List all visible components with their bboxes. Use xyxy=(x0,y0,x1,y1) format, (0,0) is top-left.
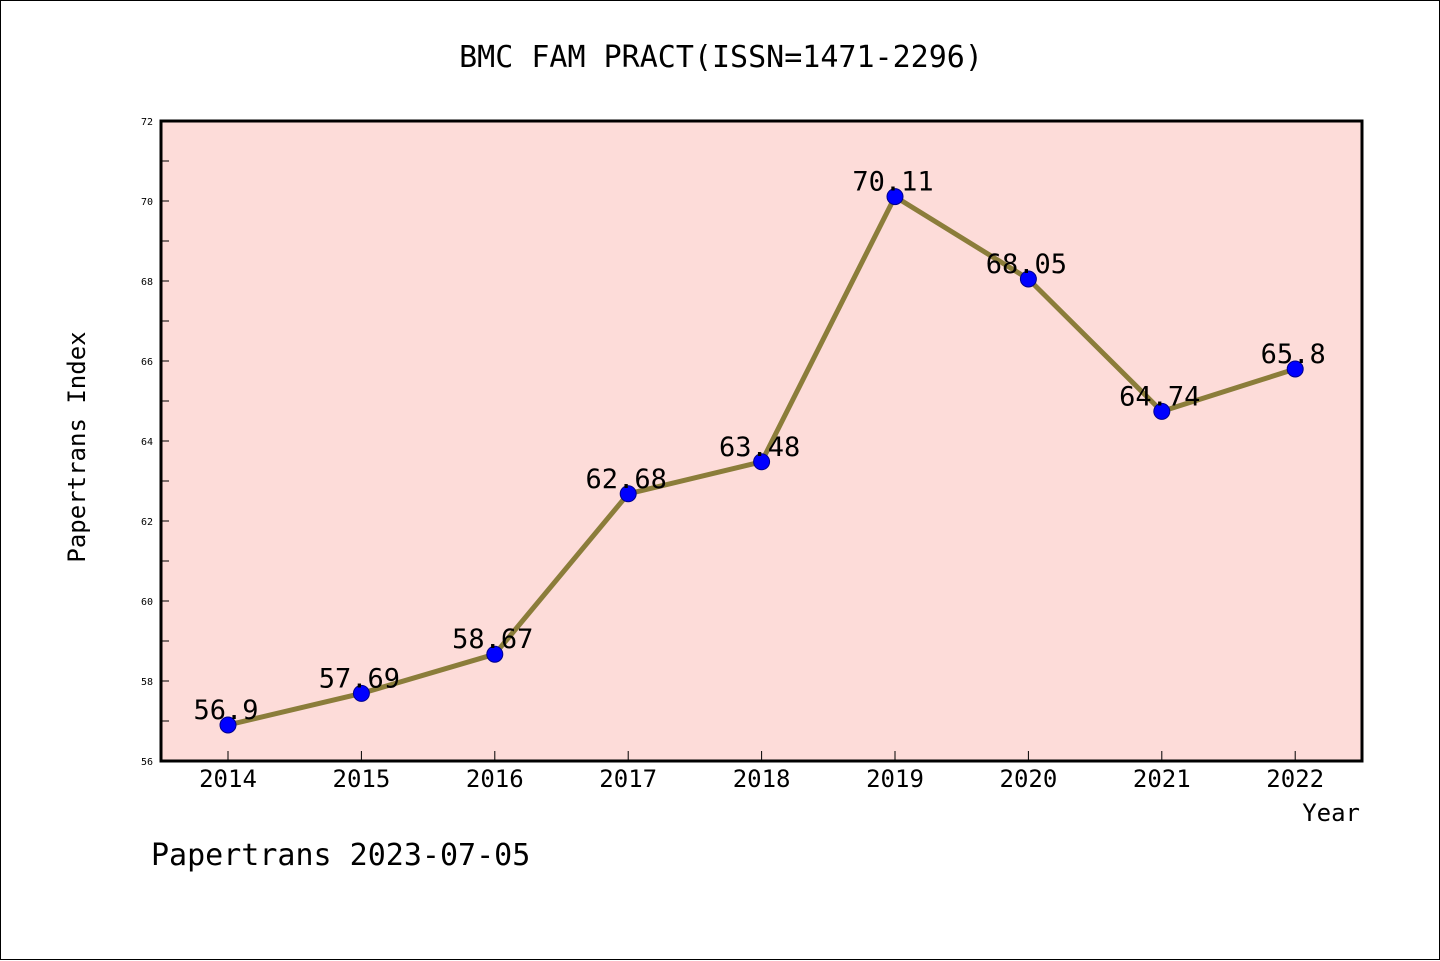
x-tick-label: 2015 xyxy=(333,765,391,793)
y-tick-label: 64 xyxy=(141,437,153,448)
data-point xyxy=(1153,402,1171,420)
y-tick-label: 66 xyxy=(141,357,153,368)
data-label: 64.74 xyxy=(1119,381,1200,412)
y-tick-label: 70 xyxy=(141,197,153,208)
x-tick-label: 2020 xyxy=(1000,765,1058,793)
data-label: 65.8 xyxy=(1261,339,1326,370)
y-tick-label: 56 xyxy=(141,757,153,768)
series-line-group: 56.9 57.69 58.67 62.68 63.48 70.11 68.05 64.74 6… xyxy=(193,167,1326,734)
data-point xyxy=(886,188,904,206)
x-tick-label: 2021 xyxy=(1133,765,1191,793)
data-label: 58.67 xyxy=(452,624,533,655)
x-tick-label: 2017 xyxy=(599,765,657,793)
chart-title: BMC FAM PRACT(ISSN=1471-2296) xyxy=(459,40,983,75)
x-tick-label: 2014 xyxy=(199,765,257,793)
data-point xyxy=(486,645,504,663)
x-axis-label: Year xyxy=(1302,799,1360,827)
y-tick-label: 62 xyxy=(141,517,153,528)
x-tick-label: 2018 xyxy=(733,765,791,793)
plot-area xyxy=(159,119,1364,763)
y-tick-label: 72 xyxy=(141,117,153,128)
y-tick-label: 58 xyxy=(141,677,153,688)
data-label: 56.9 xyxy=(193,695,258,726)
data-label: 70.11 xyxy=(852,167,933,198)
data-label: 57.69 xyxy=(319,663,400,694)
x-tick-label: 2016 xyxy=(466,765,524,793)
data-point xyxy=(1019,270,1037,288)
data-point xyxy=(352,684,370,702)
data-point xyxy=(753,453,771,471)
data-point xyxy=(619,485,637,503)
data-label: 68.05 xyxy=(986,249,1067,280)
y-axis-label: Papertrans Index xyxy=(63,331,91,562)
data-label: 63.48 xyxy=(719,432,800,463)
data-point xyxy=(1286,360,1304,378)
footer-date: Papertrans 2023-07-05 xyxy=(151,838,530,873)
y-axis: 56 58 60 62 64 66 68 70 72 xyxy=(141,117,169,768)
data-label: 62.68 xyxy=(586,464,667,495)
x-tick-label: 2022 xyxy=(1266,765,1324,793)
y-tick-label: 60 xyxy=(141,597,153,608)
y-tick-label: 68 xyxy=(141,277,153,288)
data-point xyxy=(219,716,237,734)
x-tick-label: 2019 xyxy=(866,765,924,793)
x-axis: 2014 2015 2016 2017 2018 2019 2020 2021 2022 xyxy=(199,751,1324,793)
